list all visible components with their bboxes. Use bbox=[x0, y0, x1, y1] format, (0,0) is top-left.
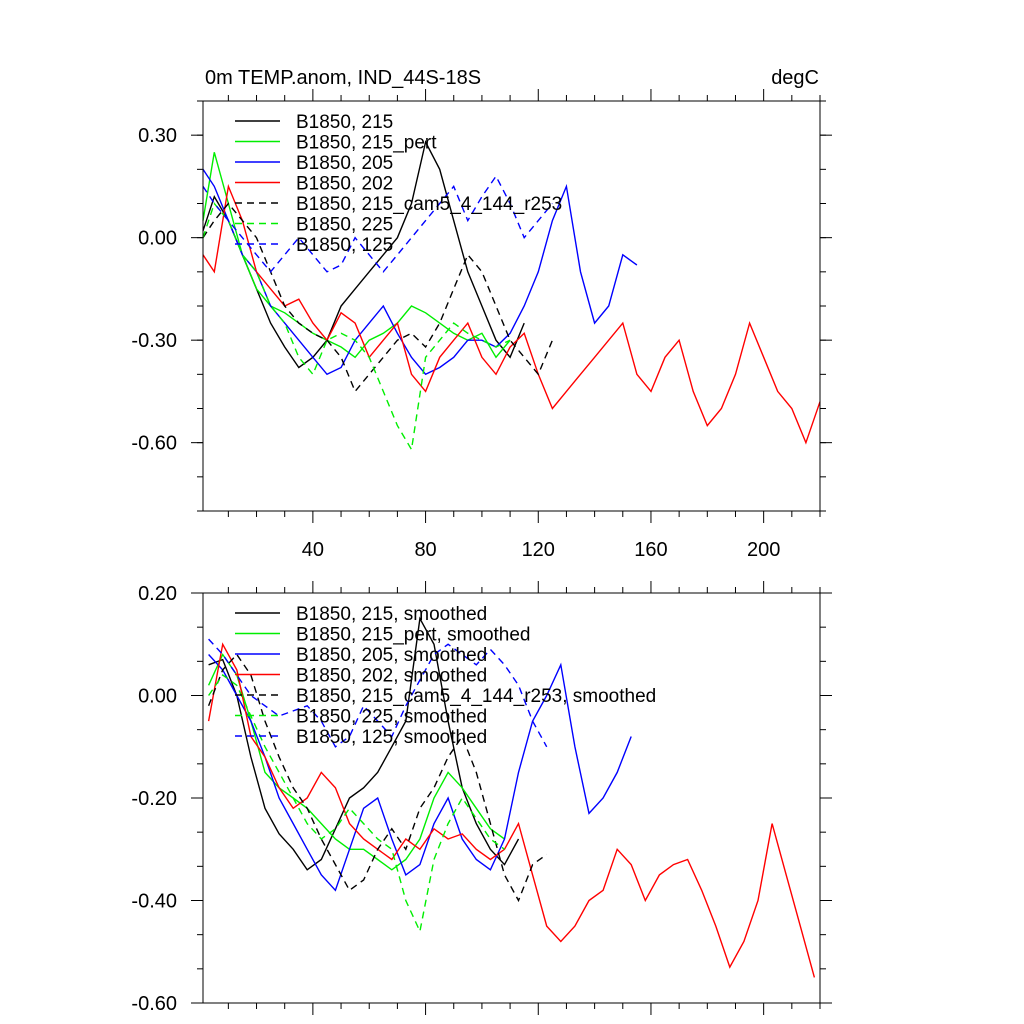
bottom-panel: 0.20 0.00 -0.20 -0.40 -0.60 B1850, 215, smoot… bbox=[131, 581, 832, 1015]
legend-label-0: B1850, 215 bbox=[296, 112, 393, 133]
y-tick-label: -0.60 bbox=[131, 433, 177, 455]
series-line-6 bbox=[202, 174, 553, 273]
legend-label-2: B1850, 205, smoothed bbox=[296, 645, 487, 666]
series-line-2 bbox=[208, 654, 632, 892]
series-line-0 bbox=[208, 616, 520, 871]
legend-label-5: B1850, 225, smoothed bbox=[296, 707, 487, 728]
legend-label-5: B1850, 225 bbox=[296, 215, 393, 236]
y-tick-label: 0.00 bbox=[138, 686, 177, 708]
y-tick-label: -0.40 bbox=[131, 891, 177, 913]
series-line-5 bbox=[208, 674, 505, 934]
legend-label-3: B1850, 202, smoothed bbox=[296, 666, 487, 687]
legend-label-4: B1850, 215_cam5_4_144_r253 bbox=[296, 194, 562, 215]
legend-label-0: B1850, 215, smoothed bbox=[296, 604, 487, 625]
chart-title: 0m TEMP.anom, IND_44S-18S bbox=[205, 67, 481, 89]
y-tick-label: -0.60 bbox=[131, 993, 177, 1015]
series-line-4 bbox=[207, 653, 548, 903]
legend-label-1: B1850, 215_pert, smoothed bbox=[296, 625, 531, 646]
x-tick-label: 120 bbox=[522, 539, 555, 561]
series-line-3 bbox=[207, 642, 816, 978]
legend-label-6: B1850, 125 bbox=[296, 235, 393, 256]
y-tick-label: 0.20 bbox=[138, 583, 177, 605]
legend-label-2: B1850, 205 bbox=[296, 153, 393, 174]
y-tick-label: 0.00 bbox=[138, 228, 177, 250]
y-tick-label: -0.30 bbox=[131, 330, 177, 352]
series-line-3 bbox=[202, 183, 821, 445]
x-tick-label: 200 bbox=[747, 539, 780, 561]
top-panel: 0m TEMP.anom, IND_44S-18S degC 40 80 120 16… bbox=[131, 67, 832, 561]
legend-label-1: B1850, 215_pert bbox=[296, 133, 437, 154]
legend-label-4: B1850, 215_cam5_4_144_r253, smoothed bbox=[296, 686, 656, 707]
series-line-6 bbox=[208, 638, 548, 748]
series-line-4 bbox=[202, 202, 554, 393]
units-label: degC bbox=[771, 67, 819, 89]
legend-label-3: B1850, 202 bbox=[296, 174, 393, 195]
x-tick-label: 40 bbox=[302, 539, 324, 561]
legend-label-6: B1850, 125, smoothed bbox=[296, 727, 487, 748]
y-tick-label: -0.20 bbox=[131, 788, 177, 810]
series-line-5 bbox=[202, 202, 511, 452]
y-tick-label: 0.30 bbox=[138, 125, 177, 147]
x-tick-label: 160 bbox=[634, 539, 667, 561]
x-tick-label: 80 bbox=[414, 539, 436, 561]
